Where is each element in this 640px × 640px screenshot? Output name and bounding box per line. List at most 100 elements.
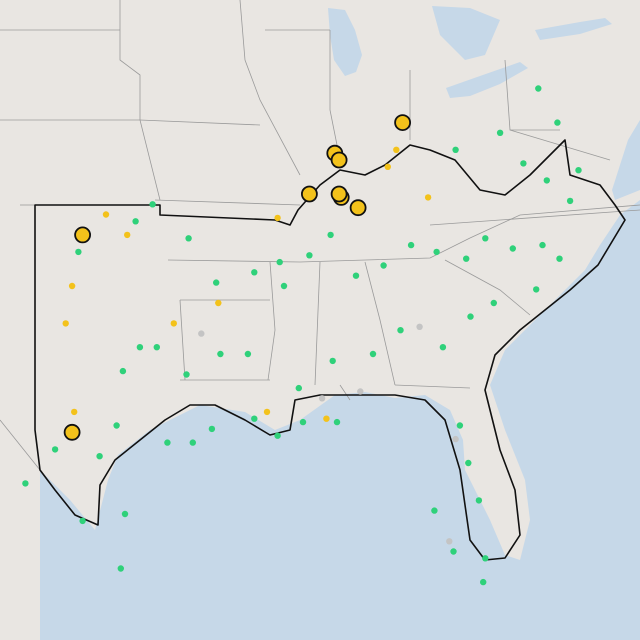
site-marker-yellow[interactable] bbox=[124, 231, 131, 239]
site-marker-gray[interactable] bbox=[318, 395, 326, 402]
site-marker-green[interactable] bbox=[369, 350, 377, 358]
site-marker-green[interactable] bbox=[306, 252, 313, 259]
site-marker-green[interactable] bbox=[407, 241, 415, 249]
site-marker-green[interactable] bbox=[96, 453, 103, 460]
site-marker-green[interactable] bbox=[51, 446, 59, 453]
site-marker-green[interactable] bbox=[509, 245, 516, 252]
site-marker-green[interactable] bbox=[463, 255, 470, 262]
caribbean-water bbox=[420, 614, 640, 640]
site-marker-green[interactable] bbox=[333, 418, 341, 426]
site-marker-green[interactable] bbox=[380, 262, 387, 269]
site-marker-gray[interactable] bbox=[446, 538, 453, 545]
site-marker-green[interactable] bbox=[217, 350, 224, 358]
site-marker-yellow[interactable] bbox=[424, 194, 432, 201]
site-markers[interactable] bbox=[22, 85, 582, 586]
site-marker-green[interactable] bbox=[274, 432, 281, 439]
large-site-marker-yellow[interactable] bbox=[394, 114, 412, 131]
site-marker-green[interactable] bbox=[482, 555, 489, 562]
site-marker-green[interactable] bbox=[185, 235, 192, 242]
site-marker-green[interactable] bbox=[136, 344, 144, 351]
site-marker-gray[interactable] bbox=[198, 330, 205, 337]
site-marker-yellow[interactable] bbox=[102, 211, 110, 218]
site-marker-green[interactable] bbox=[575, 167, 582, 174]
lake-ontario-water bbox=[535, 18, 612, 40]
site-marker-green[interactable] bbox=[153, 344, 160, 351]
site-marker-yellow[interactable] bbox=[170, 320, 177, 327]
site-marker-green[interactable] bbox=[164, 439, 171, 446]
site-marker-green[interactable] bbox=[352, 272, 360, 279]
site-marker-green[interactable] bbox=[535, 85, 542, 92]
site-marker-green[interactable] bbox=[465, 459, 472, 467]
large-site-marker-yellow[interactable] bbox=[330, 151, 348, 169]
site-marker-green[interactable] bbox=[113, 422, 120, 429]
site-marker-green[interactable] bbox=[533, 286, 540, 293]
site-marker-green[interactable] bbox=[480, 578, 487, 586]
lake-huron-water bbox=[432, 6, 500, 60]
site-marker-green[interactable] bbox=[75, 248, 82, 256]
site-marker-green[interactable] bbox=[496, 129, 504, 136]
site-marker-green[interactable] bbox=[543, 177, 550, 184]
site-marker-green[interactable] bbox=[490, 299, 497, 307]
site-marker-green[interactable] bbox=[456, 422, 464, 429]
site-marker-green[interactable] bbox=[520, 160, 527, 167]
site-marker-green[interactable] bbox=[295, 384, 302, 392]
site-marker-green[interactable] bbox=[117, 565, 125, 572]
site-marker-green[interactable] bbox=[433, 248, 440, 256]
site-marker-green[interactable] bbox=[482, 235, 489, 242]
site-marker-green[interactable] bbox=[556, 255, 563, 262]
large-site-marker-yellow[interactable] bbox=[330, 185, 348, 203]
site-marker-green[interactable] bbox=[327, 231, 334, 239]
lake-erie-water bbox=[446, 62, 528, 98]
site-marker-green[interactable] bbox=[431, 507, 438, 514]
site-marker-gray[interactable] bbox=[357, 388, 364, 395]
site-marker-yellow[interactable] bbox=[323, 415, 330, 422]
site-marker-green[interactable] bbox=[119, 367, 127, 375]
site-marker-green[interactable] bbox=[397, 327, 404, 334]
site-marker-green[interactable] bbox=[450, 548, 457, 555]
site-marker-green[interactable] bbox=[189, 439, 196, 446]
site-marker-green[interactable] bbox=[183, 371, 190, 378]
site-marker-green[interactable] bbox=[452, 146, 459, 153]
site-marker-green[interactable] bbox=[566, 197, 574, 205]
site-marker-green[interactable] bbox=[329, 357, 336, 365]
site-marker-green[interactable] bbox=[475, 497, 483, 504]
site-marker-green[interactable] bbox=[539, 241, 546, 249]
large-site-marker-yellow[interactable] bbox=[300, 185, 318, 203]
site-marker-yellow[interactable] bbox=[68, 282, 76, 290]
site-marker-green[interactable] bbox=[299, 418, 307, 426]
site-marker-green[interactable] bbox=[121, 510, 129, 518]
lake-michigan-water bbox=[328, 8, 362, 76]
site-marker-green[interactable] bbox=[467, 313, 474, 320]
site-marker-green[interactable] bbox=[132, 218, 139, 225]
gulf-of-mexico-water bbox=[40, 200, 640, 640]
site-marker-gray[interactable] bbox=[416, 323, 423, 330]
large-site-marker-yellow[interactable] bbox=[63, 423, 81, 441]
site-marker-yellow[interactable] bbox=[62, 320, 69, 327]
site-marker-yellow[interactable] bbox=[71, 408, 78, 416]
atlantic-ocean-water bbox=[612, 120, 640, 200]
large-site-markers[interactable] bbox=[63, 114, 412, 441]
site-marker-green[interactable] bbox=[149, 201, 156, 208]
site-marker-gray[interactable] bbox=[452, 435, 459, 443]
site-marker-yellow[interactable] bbox=[274, 214, 281, 222]
site-marker-yellow[interactable] bbox=[215, 299, 222, 307]
site-marker-yellow[interactable] bbox=[384, 163, 391, 170]
site-marker-green[interactable] bbox=[280, 282, 288, 290]
site-marker-green[interactable] bbox=[213, 279, 220, 286]
site-marker-yellow[interactable] bbox=[263, 408, 271, 416]
site-marker-green[interactable] bbox=[251, 269, 258, 276]
site-marker-green[interactable] bbox=[251, 415, 258, 422]
site-marker-green[interactable] bbox=[244, 350, 252, 358]
large-site-marker-yellow[interactable] bbox=[74, 226, 91, 244]
site-marker-green[interactable] bbox=[22, 480, 29, 487]
site-marker-yellow[interactable] bbox=[393, 146, 400, 153]
site-marker-green[interactable] bbox=[79, 517, 86, 525]
region-outline bbox=[34, 139, 626, 561]
site-marker-green[interactable] bbox=[276, 258, 283, 266]
site-marker-green[interactable] bbox=[554, 119, 561, 126]
site-marker-green[interactable] bbox=[439, 344, 447, 351]
site-marker-green[interactable] bbox=[208, 425, 216, 433]
large-site-marker-yellow[interactable] bbox=[349, 199, 367, 217]
